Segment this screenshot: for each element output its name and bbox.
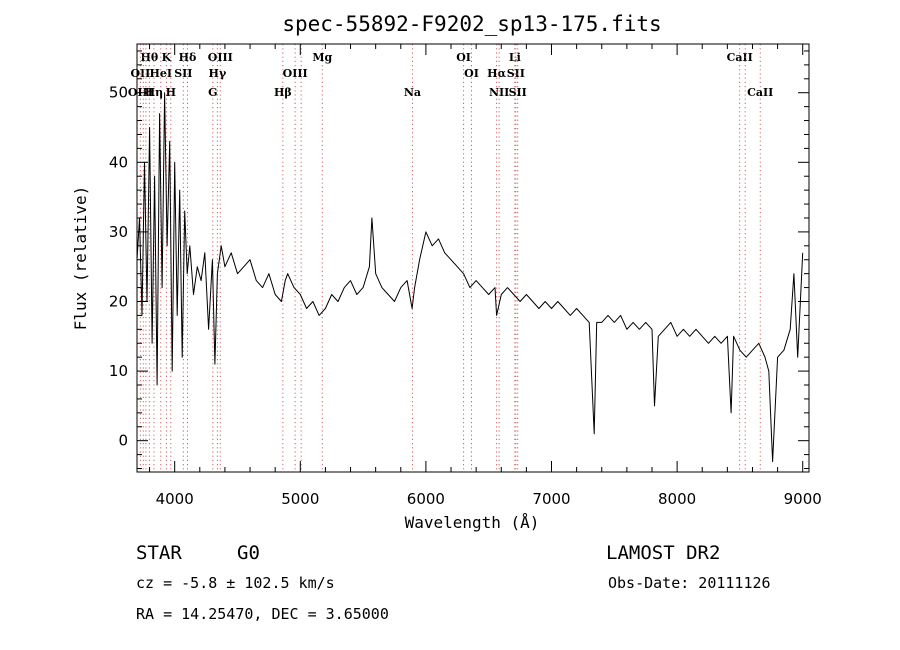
marker-label-row3-8: CaII — [747, 86, 773, 99]
y-tick-label-1: 10 — [109, 362, 128, 380]
plot-frame — [136, 43, 810, 473]
marker-label-row3-5: Na — [404, 86, 421, 99]
redshift-cz: cz = -5.8 ± 102.5 km/s — [136, 574, 335, 592]
marker-label-row3-4: Hβ — [274, 86, 292, 99]
marker-label-row1-5: OI — [456, 51, 471, 64]
marker-label-row2-1: HeI — [149, 67, 172, 80]
marker-label-row3-3: G — [208, 86, 217, 99]
chart-title: spec-55892-F9202_sp13-175.fits — [282, 12, 661, 36]
y-tick-label-4: 40 — [109, 153, 128, 171]
marker-label-row1-0: Hθ — [140, 51, 158, 64]
ra-dec-coordinates: RA = 14.25470, DEC = 3.65000 — [136, 605, 389, 623]
y-tick-label-0: 0 — [118, 432, 128, 450]
x-tick-label-2: 6000 — [407, 490, 445, 508]
x-tick-label-3: 7000 — [532, 490, 570, 508]
object-class: STAR — [136, 542, 182, 564]
x-tick-label-5: 9000 — [784, 490, 822, 508]
marker-label-row3-7: SII — [509, 86, 527, 99]
marker-label-row1-4: Mg — [312, 51, 332, 64]
x-tick-label-0: 4000 — [156, 490, 194, 508]
marker-label-row2-7: SII — [507, 67, 525, 80]
x-tick-label-1: 5000 — [281, 490, 319, 508]
marker-label-row2-6: Hα — [487, 67, 506, 80]
x-tick-label-4: 8000 — [658, 490, 696, 508]
y-axis-label: Flux (relative) — [71, 186, 90, 331]
marker-label-row2-5: OI — [464, 67, 479, 80]
observation-date: Obs-Date: 20111126 — [608, 574, 771, 592]
plot-area — [136, 92, 804, 463]
marker-label-row2-0: OII — [130, 67, 150, 80]
spectrum-series-0 — [136, 92, 804, 463]
x-axis-label: Wavelength (Å) — [405, 513, 540, 532]
survey-name: LAMOST DR2 — [606, 542, 720, 564]
marker-label-row2-3: Hγ — [209, 67, 227, 80]
marker-label-row3-2: H — [166, 86, 176, 99]
marker-label-row3-6: NII — [489, 86, 509, 99]
marker-label-row1-1: K — [162, 51, 172, 64]
marker-label-row2-4: OIII — [283, 67, 308, 80]
axis-ticks: 4000 5000 6000 7000 8000 9000 0 10 20 30 40 50 — [109, 44, 822, 508]
y-tick-label-5: 50 — [109, 84, 128, 102]
marker-label-row1-6: Li — [509, 51, 521, 64]
y-tick-label-3: 30 — [109, 223, 128, 241]
marker-label-row1-7: CaII — [727, 51, 753, 64]
marker-label-row3-1: Hη — [145, 86, 163, 99]
marker-label-row1-3: OIII — [208, 51, 233, 64]
marker-label-row1-2: Hδ — [179, 51, 197, 64]
y-tick-label-2: 20 — [109, 292, 128, 310]
object-subclass: G0 — [237, 542, 260, 564]
marker-label-row2-2: SII — [174, 67, 192, 80]
